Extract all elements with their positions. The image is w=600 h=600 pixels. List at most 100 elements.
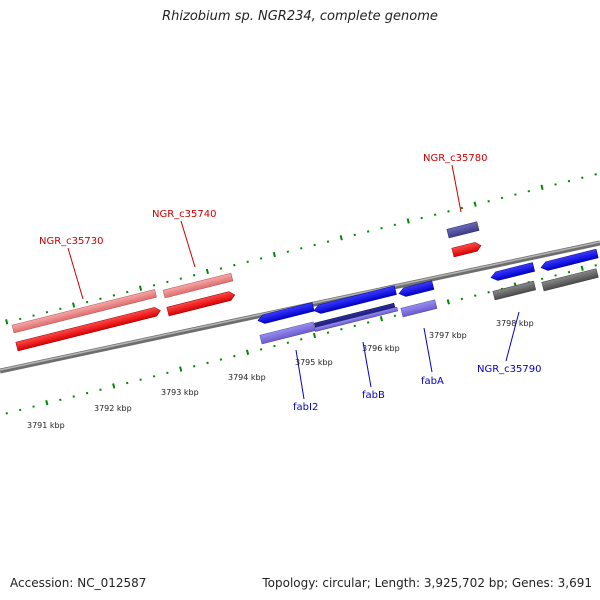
gene-next-blue[interactable] [540,248,599,272]
gene-ngr-c35730-red[interactable] [15,306,162,352]
leader-fabi2 [295,349,305,400]
gene-fabb-blue[interactable] [313,285,397,315]
gene-fabi2-blue[interactable] [257,302,315,325]
ruler-minor-tick [500,196,504,200]
ruler-minor-tick [59,307,62,311]
ruler-major-tick [138,285,143,291]
ruler-minor-tick [514,193,517,196]
ruler-minor-tick [353,233,356,237]
gene-ngr-c35740-red[interactable] [166,290,236,317]
ruler-minor-tick [72,395,75,398]
ruler-minor-tick [179,277,182,280]
ruler-major-tick [45,400,49,406]
ruler-minor-tick [300,247,303,250]
ruler-major-tick [379,316,384,322]
gene-ngr-c35730-pink[interactable] [11,289,157,334]
ruler-minor-tick [219,267,223,270]
ruler-minor-tick [192,274,196,277]
ruler-minor-tick [567,179,571,183]
genome-title: Rhizobium sp. NGR234, complete genome [162,9,438,24]
ruler-minor-tick [233,354,236,358]
upper-ruler-ticks [5,173,597,325]
ruler-minor-tick [447,210,450,213]
label-ngr-c35740[interactable]: NGR_c35740 [152,209,217,220]
leader-ngr-c35790 [505,311,520,362]
ruler-minor-tick [554,183,557,186]
ruler-minor-tick [166,371,169,375]
topology-text: Topology: circular; Length: 3,925,702 bp… [262,576,592,590]
ruler-minor-tick [32,314,35,317]
label-ngr-c35790[interactable]: NGR_c35790 [477,364,542,375]
gene-next-gray[interactable] [541,268,599,292]
leader-ngr-c35780 [451,164,462,213]
ruler-minor-tick [353,324,356,328]
gene-ngr-c35740-pink[interactable] [162,272,234,299]
label-faba[interactable]: fabA [421,376,444,387]
ruler-major-tick [179,366,183,372]
ruler-minor-tick [5,412,9,415]
ruler-minor-tick [366,321,370,324]
ruler-minor-tick [366,230,370,233]
ruler-minor-tick [99,297,102,300]
gene-ngr-c35790-gray[interactable] [492,280,537,301]
ruler-major-tick [406,218,410,224]
gene-ngr-c35780-slate[interactable] [446,221,480,239]
ruler-minor-tick [540,277,544,281]
ruler-minor-tick [192,365,196,368]
ruler-label-3798: 3798 kbp [496,319,534,328]
ruler-minor-tick [139,378,142,381]
ruler-minor-tick [152,375,156,378]
gene-faba-blue[interactable] [398,280,435,298]
ruler-minor-tick [99,388,102,391]
ruler-major-tick [205,268,210,275]
ruler-major-tick [72,302,76,308]
ruler-minor-tick [59,398,62,402]
ruler-label-3791: 3791 kbp [27,421,65,430]
ruler-minor-tick [380,226,383,230]
gene-faba-lavender[interactable] [400,299,438,318]
ruler-minor-tick [474,294,477,297]
gene-fabb-lavender[interactable] [314,306,399,332]
ruler-major-tick [5,319,9,325]
ruler-minor-tick [393,314,397,318]
ruler-minor-tick [420,216,423,220]
ruler-minor-tick [18,408,22,412]
ruler-major-tick [246,349,250,355]
ruler-minor-tick [18,317,22,321]
ruler-minor-tick [166,280,169,284]
ruler-major-tick [540,184,544,191]
ruler-major-tick [473,201,477,207]
ruler-minor-tick [246,260,249,263]
ruler-minor-tick [112,294,116,297]
ruler-major-tick [312,332,317,339]
ruler-minor-tick [45,310,49,314]
label-fabb[interactable]: fabB [362,390,385,401]
ruler-label-3796: 3796 kbp [362,344,400,353]
ruler-minor-tick [286,250,290,253]
ruler-label-3795: 3795 kbp [295,358,333,367]
ruler-minor-tick [340,328,343,331]
ruler-minor-tick [460,297,464,301]
label-fabi2[interactable]: fabI2 [293,402,318,413]
gene-fabi2-lavender[interactable] [259,321,316,345]
gene-ngr-c35790-blue[interactable] [490,262,535,282]
leader-fabb [362,341,372,388]
ruler-minor-tick [326,240,330,243]
ruler-major-tick [446,299,450,305]
ruler-minor-tick [393,223,397,227]
ruler-minor-tick [273,344,276,348]
ruler-label-3793: 3793 kbp [161,388,199,397]
ruler-minor-tick [152,284,156,287]
ruler-minor-tick [554,274,557,277]
ruler-minor-tick [567,270,571,274]
ruler-minor-tick [126,290,129,294]
ruler-minor-tick [313,243,316,247]
gene-ngr-c35780-red[interactable] [451,241,482,258]
label-ngr-c35730[interactable]: NGR_c35730 [39,236,104,247]
ruler-label-3797: 3797 kbp [429,331,467,340]
ruler-minor-tick [487,200,490,203]
ruler-minor-tick [433,213,437,216]
label-ngr-c35780[interactable]: NGR_c35780 [423,153,488,164]
ruler-minor-tick [460,206,464,210]
